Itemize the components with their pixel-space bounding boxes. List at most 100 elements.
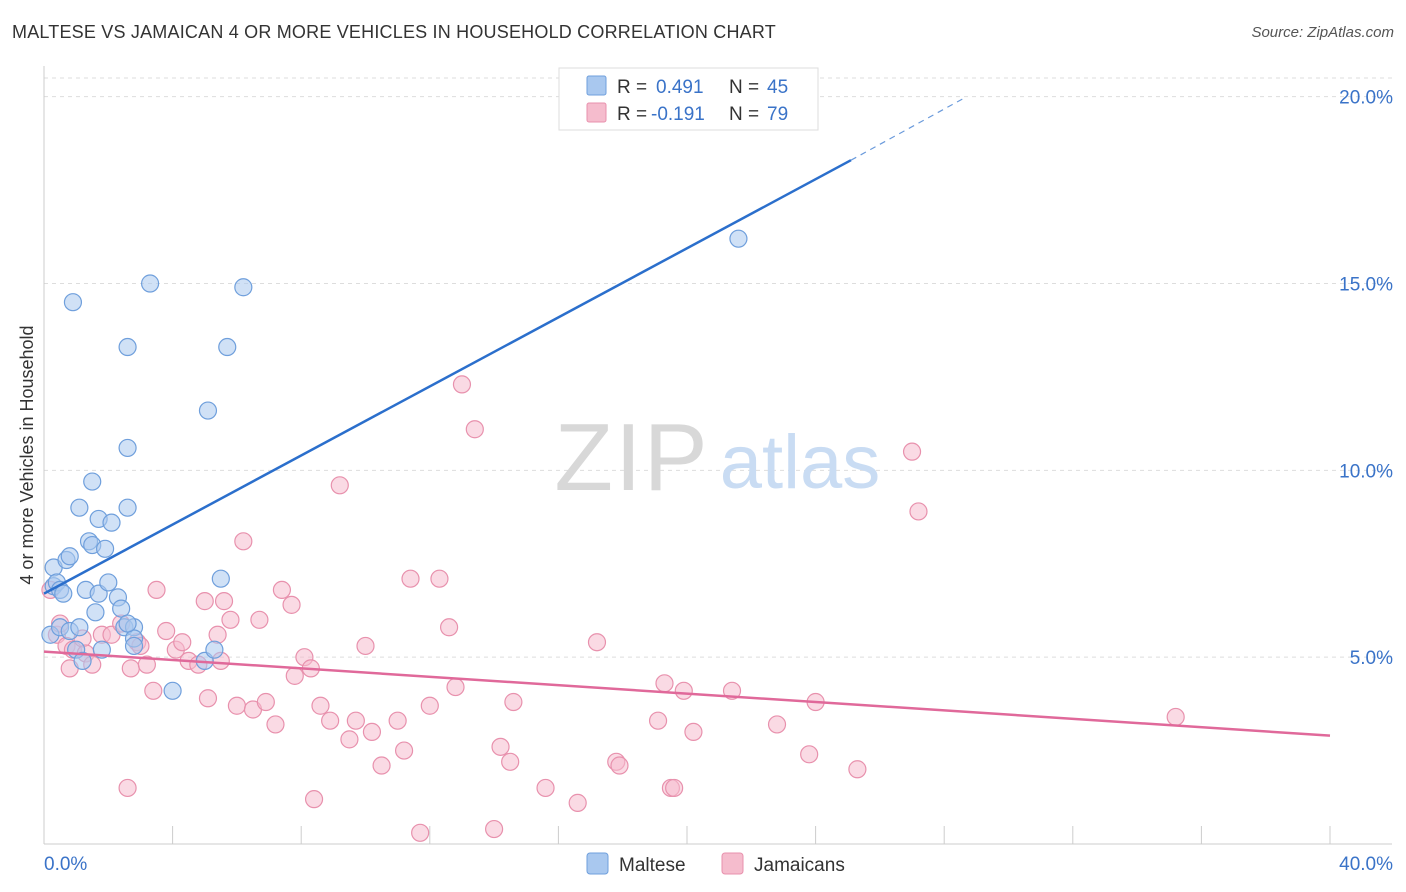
jamaican-point-48 bbox=[362, 722, 382, 742]
jamaican-point-44 bbox=[330, 476, 349, 495]
maltese-point-25 bbox=[102, 513, 121, 532]
maltese-point-44 bbox=[118, 614, 137, 633]
maltese-point-27 bbox=[112, 599, 131, 618]
jamaican-point-43 bbox=[321, 711, 340, 730]
jamaican-point-62 bbox=[501, 752, 520, 771]
jamaican-point-26 bbox=[208, 625, 227, 644]
legend-n-value-jamaican: 79 bbox=[767, 104, 788, 125]
jamaican-point-74 bbox=[684, 722, 703, 742]
jamaican-point-36 bbox=[272, 580, 292, 600]
jamaican-point-52 bbox=[401, 569, 420, 588]
maltese-point-36 bbox=[163, 681, 182, 700]
jamaican-point-24 bbox=[195, 592, 214, 611]
jamaican-point-82 bbox=[1166, 707, 1185, 727]
jamaican-point-42 bbox=[311, 696, 330, 715]
maltese-point-31 bbox=[118, 337, 137, 357]
jamaican-point-37 bbox=[282, 595, 301, 614]
jamaican-point-50 bbox=[388, 711, 407, 730]
watermark: ZIP atlas bbox=[554, 404, 880, 511]
jamaican-point-59 bbox=[465, 420, 484, 439]
grid-layer bbox=[44, 77, 1392, 658]
legend-n-label-jamaican: N = bbox=[729, 104, 759, 125]
maltese-trend-extension bbox=[850, 96, 967, 161]
jamaican-point-31 bbox=[234, 532, 253, 551]
jamaican-point-64 bbox=[536, 778, 555, 798]
watermark-zip: ZIP bbox=[554, 404, 709, 511]
axes-layer: 5.0% 10.0% 15.0% 20.0% 0.0% 40.0% bbox=[43, 66, 1393, 875]
legend-swatch-maltese bbox=[586, 75, 607, 96]
x-tick-label-1: 40.0% bbox=[1339, 854, 1393, 875]
maltese-point-18 bbox=[83, 472, 102, 491]
jamaican-point-34 bbox=[256, 692, 275, 712]
legend-swatch-jamaican bbox=[586, 102, 607, 123]
jamaican-point-72 bbox=[665, 778, 684, 798]
jamaican-point-33 bbox=[250, 610, 269, 629]
trend-layer bbox=[43, 96, 1331, 737]
jamaican-point-38 bbox=[285, 666, 304, 685]
maltese-point-34 bbox=[124, 636, 144, 656]
maltese-point-14 bbox=[73, 651, 92, 671]
jamaican-point-73 bbox=[674, 681, 693, 700]
jamaican-point-70 bbox=[655, 674, 674, 693]
legend-r-value-jamaican: -0.191 bbox=[651, 104, 705, 125]
jamaican-point-28 bbox=[214, 592, 234, 611]
jamaican-point-61 bbox=[491, 737, 510, 756]
y-axis-title-group: 4 or more Vehicles in Household bbox=[17, 325, 37, 584]
jamaican-point-65 bbox=[568, 793, 587, 812]
jamaican-point-60 bbox=[485, 819, 504, 839]
maltese-point-23 bbox=[95, 539, 115, 558]
watermark-atlas: atlas bbox=[720, 420, 881, 505]
maltese-point-40 bbox=[211, 569, 230, 588]
jamaican-point-51 bbox=[394, 741, 414, 760]
maltese-point-35 bbox=[140, 274, 160, 293]
jamaican-point-63 bbox=[504, 692, 523, 712]
jamaican-point-12 bbox=[118, 778, 137, 798]
jamaican-point-47 bbox=[356, 636, 375, 656]
jamaican-point-66 bbox=[587, 633, 607, 652]
bottom-legend-swatch-maltese bbox=[586, 852, 609, 875]
jamaican-point-69 bbox=[648, 711, 668, 730]
jamaican-point-77 bbox=[800, 745, 819, 764]
jamaican-point-19 bbox=[157, 621, 176, 641]
jamaican-trend-line bbox=[43, 650, 1331, 737]
jamaican-point-80 bbox=[902, 442, 922, 461]
maltese-point-24 bbox=[99, 573, 118, 592]
maltese-trend-line bbox=[43, 159, 852, 595]
jamaican-point-54 bbox=[420, 696, 439, 715]
maltese-points bbox=[41, 229, 748, 700]
maltese-point-42 bbox=[234, 278, 253, 297]
y-tick-label-1: 10.0% bbox=[1339, 461, 1393, 482]
jamaican-point-17 bbox=[144, 681, 163, 700]
bottom-legend-label-maltese: Maltese bbox=[619, 855, 686, 876]
maltese-point-6 bbox=[54, 584, 73, 603]
y-tick-label-3: 20.0% bbox=[1339, 88, 1393, 109]
bottom-legend: Maltese Jamaicans bbox=[586, 852, 845, 876]
bottom-legend-label-jamaican: Jamaicans bbox=[754, 855, 845, 876]
y-tick-label-0: 5.0% bbox=[1350, 648, 1393, 669]
chart-title: MALTESE VS JAMAICAN 4 OR MORE VEHICLES I… bbox=[12, 22, 776, 42]
source-label: Source: ZipAtlas.com bbox=[1251, 24, 1394, 41]
maltese-point-10 bbox=[63, 293, 83, 312]
jamaican-point-58 bbox=[452, 375, 472, 394]
legend-r-value-maltese: 0.491 bbox=[656, 77, 704, 98]
maltese-point-38 bbox=[198, 401, 218, 420]
jamaican-point-53 bbox=[411, 823, 430, 842]
jamaican-point-29 bbox=[221, 610, 240, 629]
jamaican-point-56 bbox=[439, 618, 459, 637]
legend-n-value-maltese: 45 bbox=[767, 77, 788, 98]
jamaican-point-25 bbox=[198, 689, 218, 708]
x-tick-label-0: 0.0% bbox=[44, 854, 87, 875]
jamaican-point-68 bbox=[610, 756, 629, 775]
jamaican-point-45 bbox=[340, 730, 359, 749]
jamaican-point-49 bbox=[372, 756, 391, 775]
jamaican-point-18 bbox=[147, 580, 166, 600]
legend-n-label-maltese: N = bbox=[729, 77, 759, 98]
jamaican-point-13 bbox=[121, 659, 140, 678]
maltese-point-19 bbox=[86, 603, 105, 622]
bottom-legend-swatch-jamaican bbox=[721, 852, 744, 875]
jamaican-point-79 bbox=[848, 760, 867, 779]
jamaican-point-46 bbox=[346, 711, 365, 730]
legend-r-label-jamaican: R = bbox=[617, 104, 647, 125]
